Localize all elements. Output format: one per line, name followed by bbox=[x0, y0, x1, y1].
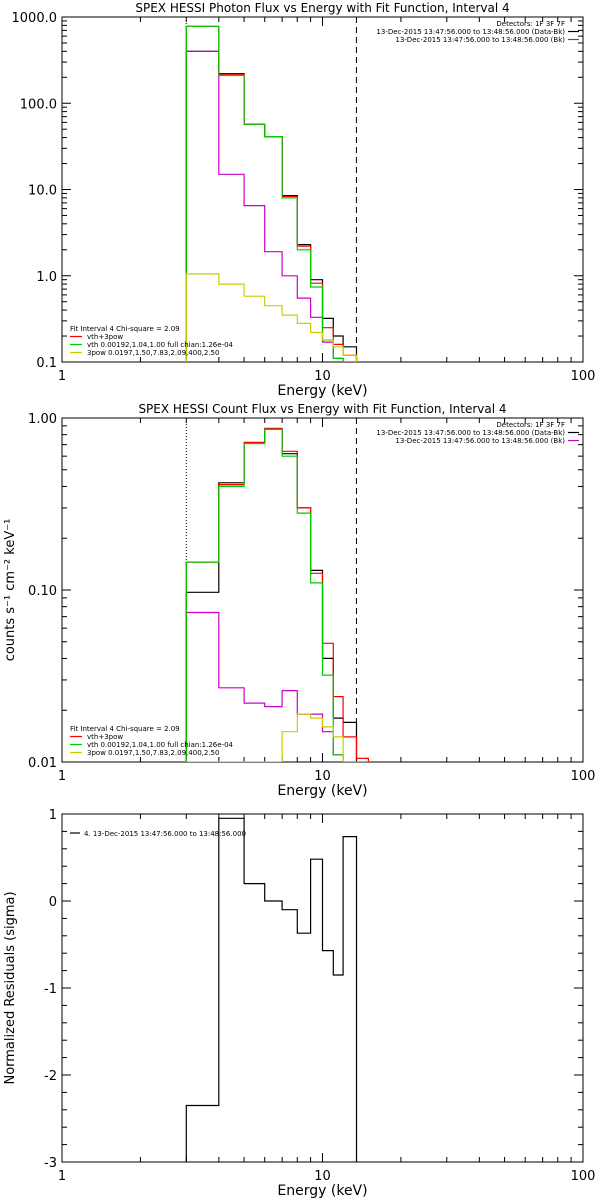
series-group bbox=[185, 25, 358, 362]
x-tick-label: 100 bbox=[571, 769, 596, 784]
x-tick-label: 1 bbox=[58, 1169, 66, 1184]
legend-label: 4. 13-Dec-2015 13:47:56.000 to 13:48:56.… bbox=[84, 830, 246, 838]
x-tick-label: 100 bbox=[571, 1169, 596, 1184]
y-tick-label: 10.0 bbox=[28, 184, 57, 199]
series-line-data-1 bbox=[185, 50, 357, 362]
x-tick-label: 100 bbox=[571, 369, 596, 384]
x-tick-label: 1 bbox=[58, 369, 66, 384]
chart-title: SPEX HESSI Count Flux vs Energy with Fit… bbox=[138, 402, 506, 416]
x-axis-label: Energy (keV) bbox=[277, 383, 367, 399]
y-tick-label: 100.0 bbox=[20, 97, 57, 112]
series-line-vth-3pow bbox=[185, 25, 358, 362]
header-line: Detectors: 1F 3F 7F bbox=[496, 20, 565, 28]
series-line-4-13-dec-2015-13-47-56-000-to-13-48-56-000 bbox=[185, 817, 358, 1162]
y-axis-label: Normalized Residuals (sigma) bbox=[3, 891, 18, 1084]
y-tick-label: 0 bbox=[49, 895, 57, 910]
y-tick-label: 0.10 bbox=[28, 584, 57, 599]
legend-label: 3pow 0.0197,1.50,7.83,2.09,400,2.50 bbox=[87, 349, 219, 357]
header-line: 13-Dec-2015 13:47:56.000 to 13:48:56.000… bbox=[395, 437, 565, 445]
y-tick-label: -1 bbox=[44, 982, 57, 997]
x-axis-label: Energy (keV) bbox=[277, 783, 367, 799]
series-group bbox=[185, 427, 369, 762]
header-line: Detectors: 1F 3F 7F bbox=[496, 421, 565, 429]
y-tick-label: -2 bbox=[44, 1069, 57, 1084]
fit-label: Fit Interval 4 Chi-square = 2.09 bbox=[70, 325, 180, 333]
series-line-vth-3pow bbox=[185, 427, 369, 762]
x-tick-label: 10 bbox=[314, 769, 331, 784]
series-line-vth bbox=[185, 25, 357, 362]
y-tick-label: 0.01 bbox=[28, 756, 57, 771]
series-line-vth bbox=[185, 428, 369, 762]
legend-label: vth+3pow bbox=[87, 733, 123, 741]
header-line: 13-Dec-2015 13:47:56.000 to 13:48:56.000… bbox=[376, 429, 565, 437]
series-group bbox=[185, 817, 358, 1162]
chart-title: SPEX HESSI Photon Flux vs Energy with Fi… bbox=[135, 1, 509, 15]
y-tick-label: 1.0 bbox=[36, 270, 57, 285]
y-tick-label: 1 bbox=[49, 808, 57, 823]
x-tick-label: 1 bbox=[58, 769, 66, 784]
chart-panel-1: SPEX HESSI Photon Flux vs Energy with Fi… bbox=[12, 1, 596, 399]
x-tick-label: 10 bbox=[314, 369, 331, 384]
series-line-3pow bbox=[186, 713, 369, 762]
series-line-3pow bbox=[185, 273, 358, 362]
fit-label: Fit Interval 4 Chi-square = 2.09 bbox=[70, 725, 180, 733]
x-tick-label: 10 bbox=[314, 1169, 331, 1184]
y-tick-label: 1.00 bbox=[28, 412, 57, 427]
series-line-data-0 bbox=[185, 50, 358, 362]
legend-label: 3pow 0.0197,1.50,7.83,2.09,400,2.50 bbox=[87, 749, 219, 757]
header-line: 13-Dec-2015 13:47:56.000 to 13:48:56.000… bbox=[376, 28, 565, 36]
legend-label: vth 0.00192,1.04,1.00 full chian:1.26e-0… bbox=[87, 341, 234, 349]
header-line: 13-Dec-2015 13:47:56.000 to 13:48:56.000… bbox=[395, 36, 565, 44]
series-line-data-0 bbox=[185, 428, 369, 762]
y-axis-label: counts s⁻¹ cm⁻² keV⁻¹ bbox=[3, 519, 18, 662]
legend-label: vth 0.00192,1.04,1.00 full chian:1.26e-0… bbox=[87, 741, 234, 749]
y-tick-label: 0.1 bbox=[36, 356, 57, 371]
y-tick-label: -3 bbox=[44, 1156, 57, 1171]
chart-panel-2: SPEX HESSI Count Flux vs Energy with Fit… bbox=[3, 402, 595, 799]
chart-panel-3: 1 10 100 -3 -2 -1 0 1 Energy (keV) Normalized Res… bbox=[3, 808, 595, 1199]
x-axis-label: Energy (keV) bbox=[277, 1183, 367, 1199]
legend-label: vth+3pow bbox=[87, 333, 123, 341]
y-tick-label: 1000.0 bbox=[12, 11, 58, 26]
series-line-data-1 bbox=[185, 611, 369, 762]
